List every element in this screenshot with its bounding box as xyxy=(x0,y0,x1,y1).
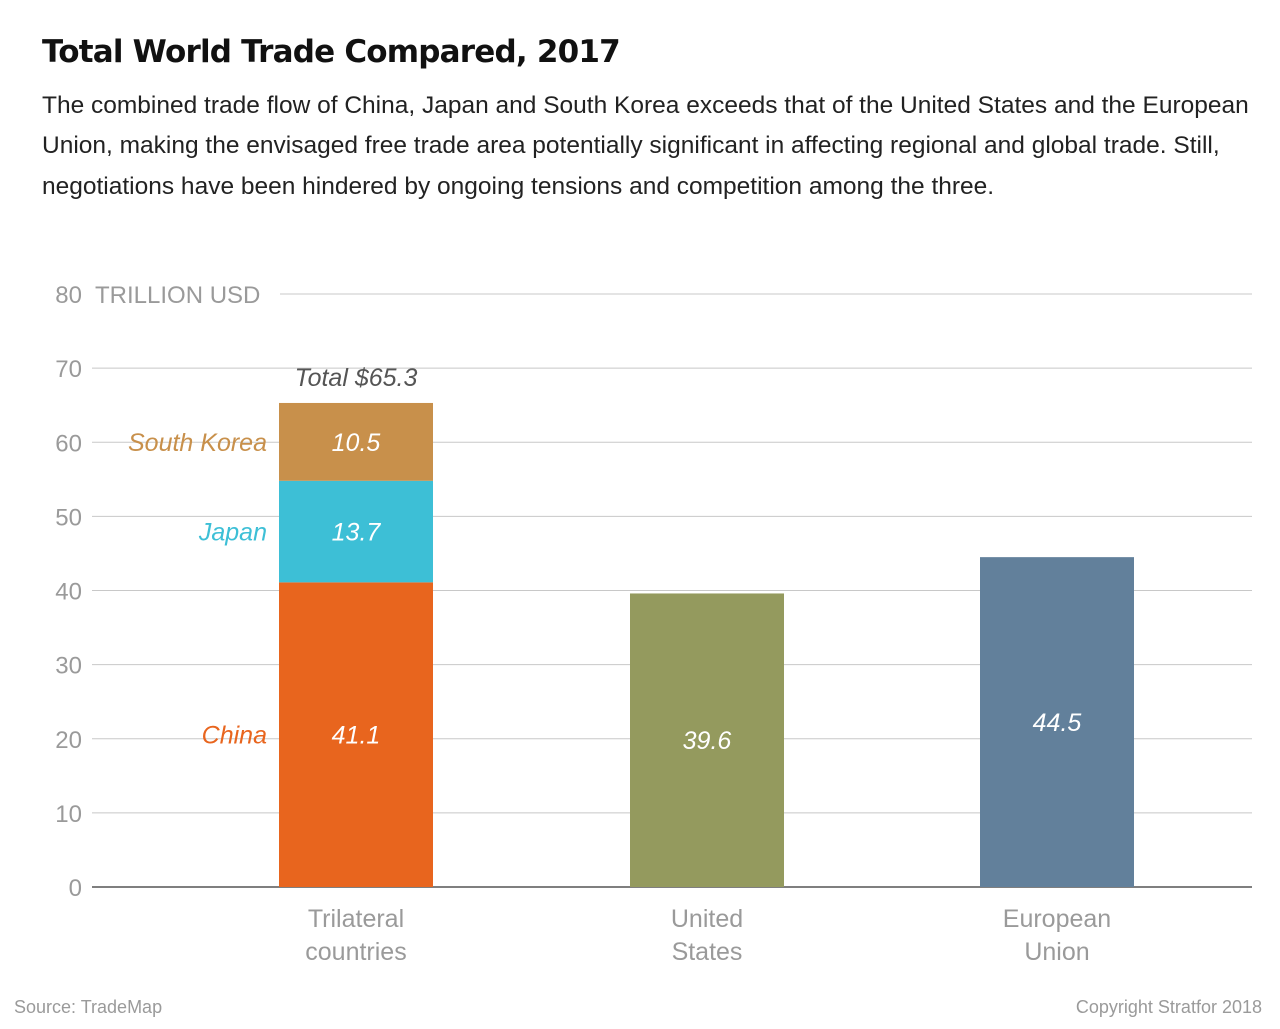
y-tick-label: 50 xyxy=(55,504,82,531)
copyright-note: Copyright Stratfor 2018 xyxy=(1075,997,1262,1017)
chart-title: Total World Trade Compared, 2017 xyxy=(42,34,621,70)
bars xyxy=(279,402,1134,887)
y-tick-label: 40 xyxy=(55,579,82,606)
source-note: Source: TradeMap xyxy=(14,997,163,1017)
bar-segment xyxy=(980,557,1134,887)
bar-segment xyxy=(279,582,433,887)
bar-value-label: 41.1 xyxy=(332,722,381,750)
bar-total-label: Total $65.3 xyxy=(295,364,418,392)
x-category-label: United xyxy=(671,905,743,933)
y-tick-label: 70 xyxy=(55,356,82,383)
chart-subtitle: The combined trade flow of China, Japan … xyxy=(42,92,1249,200)
x-category-label: States xyxy=(672,938,743,966)
bar-value-label: 44.5 xyxy=(1033,709,1082,737)
bar-value-label: 13.7 xyxy=(332,519,382,547)
y-unit-label: TRILLION USD xyxy=(95,282,260,309)
y-tick-label: 80 xyxy=(55,282,82,309)
y-tick-label: 20 xyxy=(55,727,82,754)
x-category-label: Trilateral xyxy=(308,905,404,933)
x-category-label: countries xyxy=(305,938,406,966)
bar-segment xyxy=(279,402,433,481)
x-category-label: European xyxy=(1003,905,1111,933)
series-label: China xyxy=(202,722,267,750)
bar-segment xyxy=(630,593,784,887)
y-tick-label: 10 xyxy=(55,801,82,828)
bar-value-label: 39.6 xyxy=(683,727,732,755)
series-label: Japan xyxy=(198,519,267,547)
y-tick-label: 30 xyxy=(55,653,82,680)
bar-segment xyxy=(279,480,433,583)
bar-value-label: 10.5 xyxy=(332,429,381,457)
x-category-label: Union xyxy=(1024,938,1089,966)
chart-labels: 0 10 20 30 40 50 60 70 80 TRILLION USD 41.1 China 13… xyxy=(55,282,1111,966)
series-label: South Korea xyxy=(128,429,267,457)
y-tick-label: 0 xyxy=(69,875,82,902)
y-tick-label: 60 xyxy=(55,430,82,457)
